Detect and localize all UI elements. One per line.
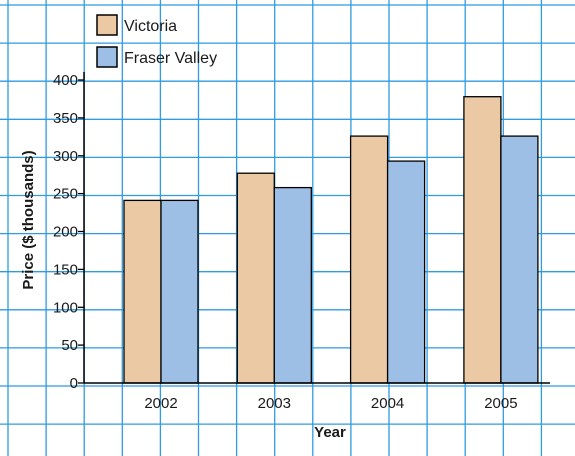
y-tick-label: 400 bbox=[53, 72, 78, 89]
y-tick-label: 300 bbox=[53, 148, 78, 165]
y-tick-label: 250 bbox=[53, 186, 78, 203]
bar-victoria-2003 bbox=[236, 172, 275, 384]
axes bbox=[83, 72, 550, 384]
bar-fraser-valley-2004 bbox=[386, 160, 426, 384]
bar-victoria-2002 bbox=[123, 199, 162, 384]
bar-fraser-valley-2003 bbox=[273, 186, 312, 384]
x-tick-label: 2002 bbox=[144, 395, 177, 412]
legend-label-victoria: Victoria bbox=[124, 18, 177, 35]
x-axis-label: Year bbox=[314, 424, 346, 441]
legend-swatch-fraser-valley bbox=[96, 46, 118, 68]
bars bbox=[123, 96, 539, 384]
y-tick-label: 150 bbox=[53, 261, 78, 278]
legend: Victoria Fraser Valley bbox=[96, 14, 217, 68]
x-tick-label: 2004 bbox=[371, 395, 404, 412]
y-tick-label: 350 bbox=[53, 110, 78, 127]
bar-fraser-valley-2002 bbox=[160, 199, 199, 384]
y-tick-label: 200 bbox=[53, 224, 78, 241]
bar-fraser-valley-2005 bbox=[500, 135, 539, 384]
y-axis-label: Price ($ thousands) bbox=[20, 150, 37, 289]
legend-label-fraser-valley: Fraser Valley bbox=[124, 50, 217, 67]
y-tick-label: 0 bbox=[70, 375, 78, 392]
x-tick-labels: 2002 2003 2004 2005 bbox=[144, 395, 517, 412]
x-tick-label: 2005 bbox=[484, 395, 517, 412]
bar-victoria-2004 bbox=[349, 135, 389, 384]
bar-victoria-2005 bbox=[463, 96, 502, 384]
y-tick-label: 50 bbox=[61, 337, 78, 354]
x-tick-label: 2003 bbox=[258, 395, 291, 412]
y-tick-labels: 0 50 100 150 200 250 300 350 400 bbox=[53, 72, 84, 392]
legend-swatch-victoria bbox=[96, 14, 118, 36]
y-tick-label: 100 bbox=[53, 299, 78, 316]
